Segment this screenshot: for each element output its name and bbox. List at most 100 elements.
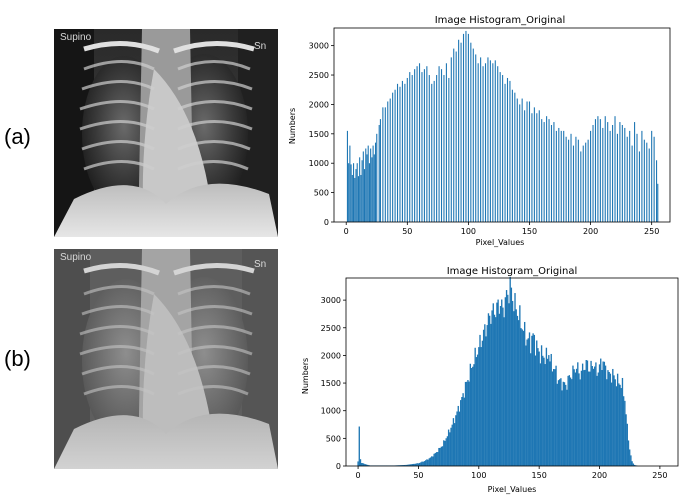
histogram-bar — [618, 383, 620, 466]
histogram-bar — [440, 446, 443, 466]
histogram-bar — [526, 339, 528, 466]
histogram-bar — [411, 464, 414, 466]
y-tick-label: 500 — [314, 189, 329, 198]
histogram-bar — [433, 453, 435, 466]
histogram-bar — [560, 378, 562, 466]
histogram-bar — [530, 353, 532, 466]
plot-frame — [333, 27, 671, 223]
x-tick-label: 150 — [532, 471, 547, 480]
histogram-bar — [621, 125, 623, 222]
histogram-bar — [437, 452, 439, 466]
histogram-bar — [568, 139, 570, 222]
histogram-bar — [553, 122, 555, 222]
histogram-bar — [589, 371, 591, 466]
histogram-bar — [461, 396, 463, 466]
histogram-bar — [625, 414, 627, 466]
histogram-bar — [540, 345, 543, 466]
histogram-bar — [445, 63, 447, 222]
histogram-bar — [505, 290, 508, 466]
histogram-bar — [435, 452, 438, 466]
histogram-bar — [463, 397, 465, 466]
histogram-bar — [516, 98, 518, 222]
histogram-bar — [632, 463, 635, 466]
histogram-bar — [408, 464, 410, 466]
histogram-bar — [409, 464, 411, 466]
histogram-bar — [519, 104, 521, 222]
histogram-bar — [511, 300, 514, 466]
x-tick-label: 50 — [402, 227, 412, 236]
histogram-bar — [568, 375, 571, 466]
histogram-bar — [465, 30, 467, 222]
histogram-bar — [603, 361, 606, 466]
histogram-bar — [394, 89, 396, 222]
histogram-bar — [361, 160, 363, 222]
histogram-bar — [431, 456, 433, 466]
histogram-bar — [404, 83, 406, 222]
histogram-bar — [607, 370, 609, 466]
histogram-bar — [452, 418, 455, 466]
bar-group — [357, 276, 638, 466]
histogram-bar — [581, 363, 584, 466]
histogram-bar — [427, 459, 429, 466]
y-tick-label: 3000 — [321, 296, 341, 305]
histogram-bar — [627, 440, 630, 466]
histogram-bar — [538, 110, 540, 222]
histogram-bar — [563, 382, 566, 466]
histogram-bar — [497, 299, 499, 466]
plot-frame — [345, 277, 679, 467]
histogram-bar — [534, 355, 537, 466]
histogram-bar — [565, 384, 567, 466]
histogram-bar — [510, 287, 513, 466]
histogram-bar — [501, 299, 503, 466]
xray-tag-right-b: Sn — [254, 259, 267, 270]
histogram-bar — [384, 107, 386, 222]
histogram-bar — [489, 60, 491, 222]
histogram-bar — [607, 122, 609, 222]
y-tick-label: 2000 — [321, 351, 341, 360]
histogram-bar — [382, 107, 384, 222]
chart-title: Image Histogram_Original — [435, 15, 566, 26]
histogram-bar — [550, 353, 552, 466]
histogram-bar — [348, 163, 350, 222]
histogram-bar — [472, 366, 474, 466]
histogram-bar — [630, 455, 632, 466]
histogram-bar — [372, 145, 374, 222]
histogram-bar — [633, 464, 636, 466]
histogram-bar — [590, 130, 592, 222]
histogram-bar — [583, 370, 585, 466]
histogram-bar — [604, 116, 606, 222]
histogram-bar — [365, 464, 368, 466]
histogram-bar — [641, 130, 643, 222]
y-tick-label: 1500 — [309, 130, 329, 139]
histogram-bar — [436, 75, 438, 222]
histogram-bar — [403, 465, 405, 466]
x-tick-label: 0 — [356, 471, 361, 480]
histogram-bar — [358, 426, 360, 466]
histogram-bar — [575, 136, 577, 222]
histogram-bar — [493, 314, 496, 466]
histogram-bar — [562, 381, 564, 466]
histogram-bar — [592, 125, 594, 222]
histogram-bar — [558, 127, 560, 222]
histogram-bar — [514, 293, 516, 466]
x-tick-label: 150 — [522, 227, 537, 236]
histogram-bar — [579, 379, 581, 466]
histogram-bar — [604, 365, 607, 466]
histogram-bar — [373, 154, 375, 222]
histogram-bar — [451, 424, 453, 466]
histogram-bar — [361, 463, 363, 466]
histogram-bar — [443, 75, 445, 222]
y-tick-label: 2500 — [321, 324, 341, 333]
histogram-bar — [462, 393, 464, 466]
histogram-bar — [469, 363, 472, 466]
histogram-bar — [399, 465, 401, 466]
histogram-bar — [389, 98, 391, 222]
histogram-bar — [634, 122, 636, 222]
histogram-bar — [631, 461, 633, 466]
histogram-bar — [580, 151, 582, 222]
histogram-bar — [497, 66, 499, 223]
histogram-bar — [466, 381, 468, 466]
histogram-bar — [613, 375, 615, 466]
y-tick-label: 1500 — [321, 379, 341, 388]
histogram-bar — [423, 69, 425, 223]
